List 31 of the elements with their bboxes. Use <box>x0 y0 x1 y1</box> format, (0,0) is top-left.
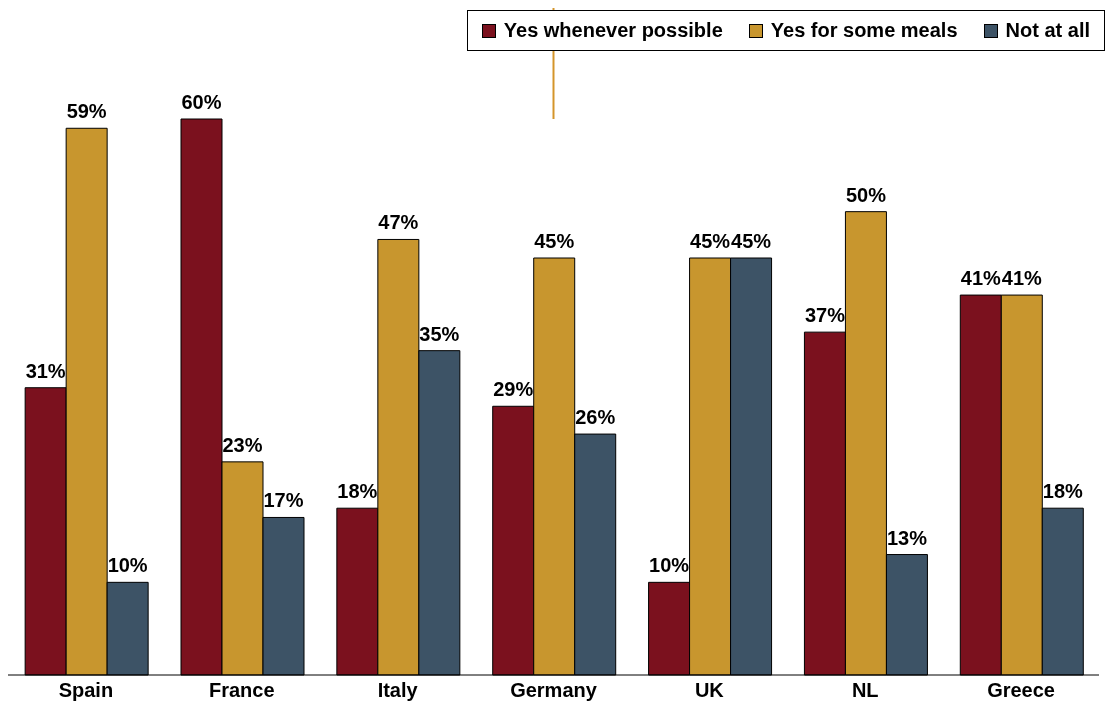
data-label: 35% <box>419 322 460 345</box>
data-label: 26% <box>575 406 616 429</box>
data-label: 18% <box>337 480 378 503</box>
data-label: 10% <box>649 554 690 577</box>
data-label: 10% <box>107 554 148 577</box>
data-label: 41% <box>1001 267 1043 290</box>
data-label: 18% <box>1042 480 1084 503</box>
data-label: 41% <box>960 267 1002 290</box>
x-tick-label: Spain <box>58 679 114 702</box>
x-tick-label: Germany <box>510 679 598 702</box>
legend-label: Yes whenever possible <box>502 19 723 42</box>
x-tick-label: NL <box>851 679 879 702</box>
x-tick-label: UK <box>694 679 725 702</box>
data-label: 13% <box>886 526 928 549</box>
data-label: 23% <box>222 433 263 456</box>
legend-label: Not at all <box>1004 19 1090 42</box>
x-tick-label: Greece <box>987 679 1055 702</box>
data-label: 50% <box>845 183 887 206</box>
x-tick-label: France <box>208 679 275 702</box>
data-label: 37% <box>804 304 846 327</box>
data-label: 45% <box>690 230 731 252</box>
data-label: 60% <box>181 91 222 113</box>
data-label: 59% <box>66 100 107 123</box>
legend-label: Yes for some meals <box>769 19 958 42</box>
x-tick-label: Italy <box>377 679 419 702</box>
data-label: 31% <box>25 359 66 382</box>
data-label: 45% <box>731 230 772 252</box>
data-label: 45% <box>534 230 575 252</box>
data-label: 29% <box>493 378 534 401</box>
data-label: 47% <box>378 211 419 234</box>
data-label: 17% <box>263 489 304 512</box>
